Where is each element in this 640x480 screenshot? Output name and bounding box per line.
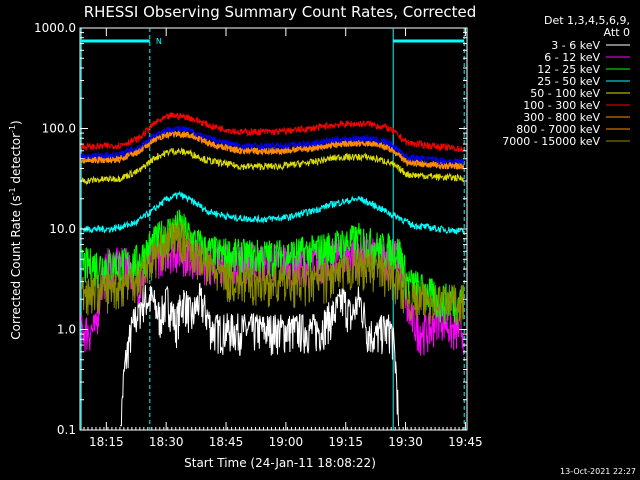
x-tick-label: 19:15 [328, 435, 363, 449]
legend-label: 100 - 300 keV [523, 99, 600, 112]
y-axis-label-sup2: -1 [8, 125, 17, 133]
legend-label: 25 - 50 keV [537, 75, 600, 88]
y-axis-ticks: 0.1 1.0 10.0 100.0 1000.0 [34, 21, 467, 437]
y-axis-label-sup1: -1 [8, 187, 17, 195]
series-line [80, 125, 465, 167]
y-tick-label: 100.0 [42, 122, 76, 136]
legend-header-line1: Det 1,3,4,5,6,9, [544, 14, 630, 27]
series-line [80, 112, 465, 153]
night-bars: N [81, 37, 465, 46]
x-tick-label: 18:45 [209, 435, 244, 449]
x-tick-label: 19:45 [448, 435, 483, 449]
night-label: N [156, 37, 162, 46]
legend-label: 3 - 6 keV [551, 39, 600, 52]
chart-title: RHESSI Observing Summary Count Rates, Co… [84, 3, 477, 21]
generated-timestamp: 13-Oct-2021 22:27 [560, 467, 636, 476]
legend-label: 300 - 800 keV [523, 111, 600, 124]
legend-header-line2: Att 0 [604, 26, 630, 39]
x-axis-ticks: 18:15 18:30 18:45 19:00 19:15 19:30 19:45 [79, 28, 483, 449]
y-tick-label: 1000.0 [34, 21, 76, 35]
series-line [80, 219, 465, 325]
x-tick-label: 19:00 [269, 435, 304, 449]
series-line [80, 128, 465, 171]
series-group [80, 112, 465, 427]
x-tick-label: 18:30 [149, 435, 184, 449]
y-axis-label: Corrected Count Rate (s-1 detector-1) [8, 120, 23, 339]
y-tick-label: 1.0 [57, 323, 76, 337]
legend-label: 12 - 25 keV [537, 63, 600, 76]
y-axis-label-mid: detector [9, 133, 23, 188]
series-line [80, 209, 465, 326]
x-tick-label: 19:30 [388, 435, 423, 449]
x-axis-label: Start Time (24-Jan-11 18:08:22) [184, 456, 376, 470]
legend-label: 50 - 100 keV [530, 87, 600, 100]
y-tick-label: 0.1 [57, 423, 76, 437]
x-tick-label: 18:15 [89, 435, 124, 449]
legend-label: 800 - 7000 keV [516, 123, 600, 136]
legend-label: 7000 - 15000 keV [502, 135, 600, 148]
y-axis-label-main: Corrected Count Rate (s [9, 195, 23, 339]
y-tick-label: 10.0 [49, 222, 76, 236]
series-line [120, 282, 400, 427]
y-axis-label-end: ) [9, 120, 23, 125]
series-line [81, 190, 465, 235]
legend-label: 6 - 12 keV [544, 51, 600, 64]
series-line [80, 147, 464, 186]
